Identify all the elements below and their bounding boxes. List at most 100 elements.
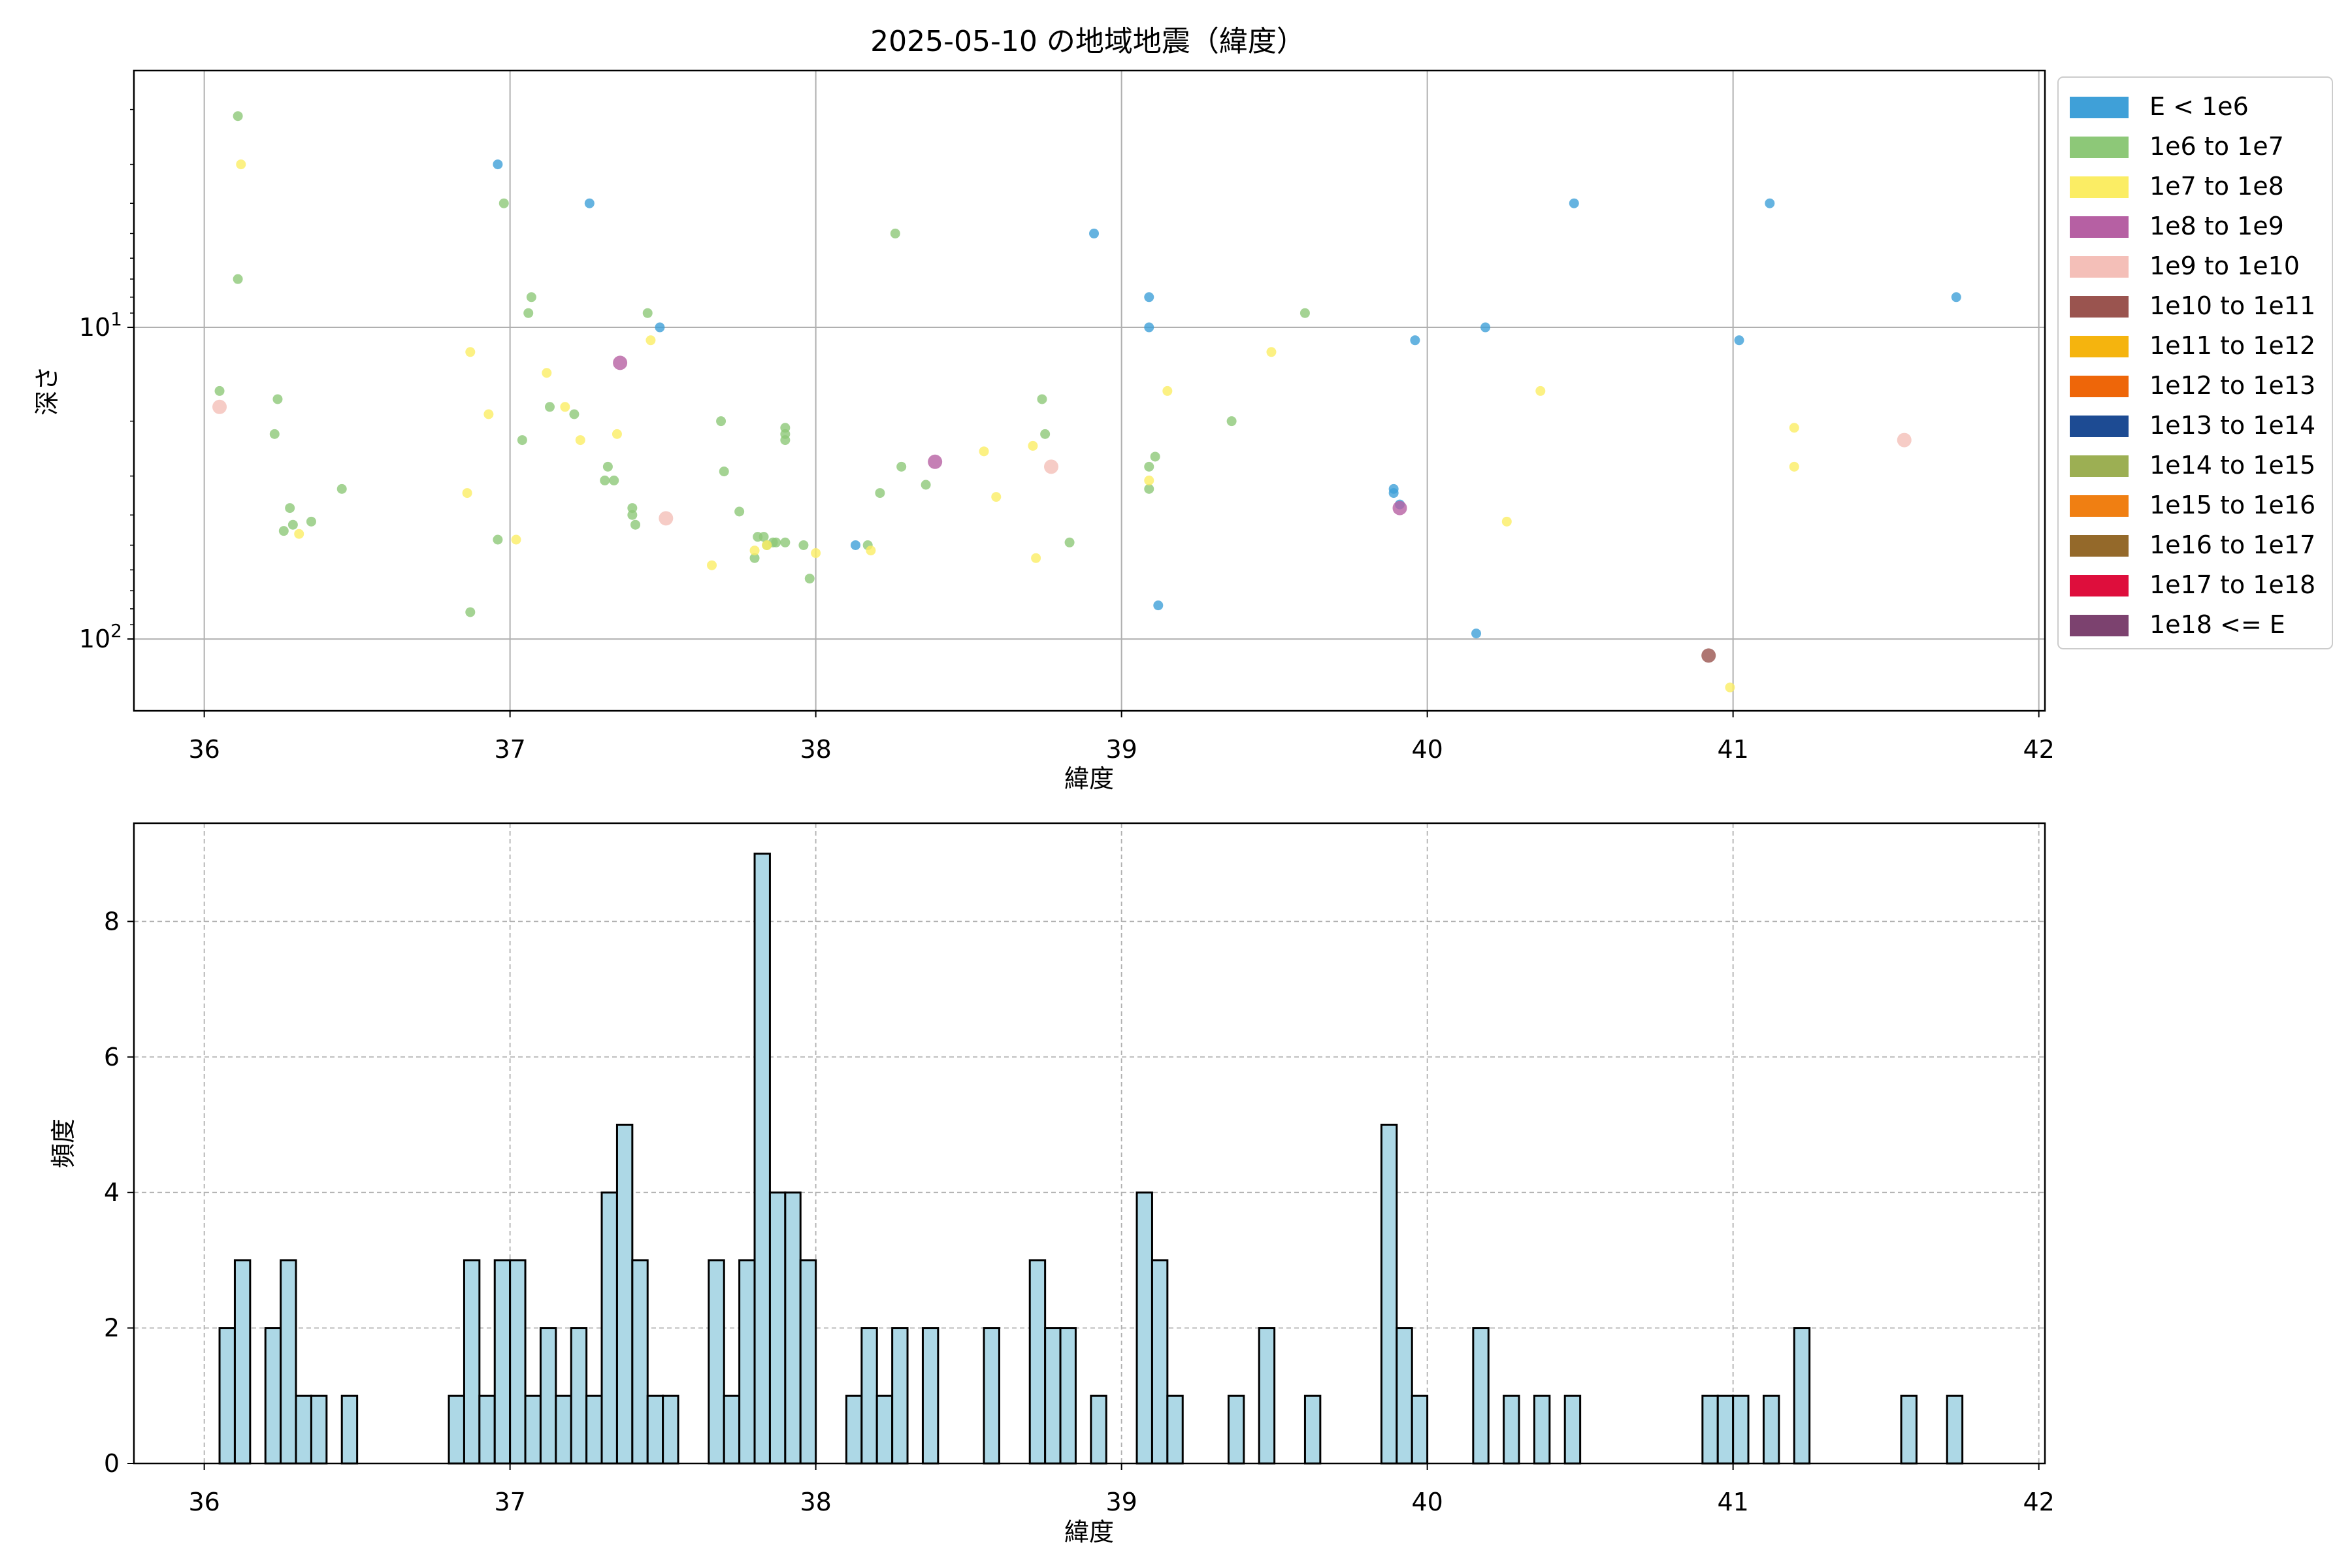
legend-label: 1e10 to 1e11 [2149, 291, 2315, 320]
legend: E < 1e6 1e6 to 1e7 1e7 to 1e8 1e8 to 1e9 1e9… [2057, 76, 2333, 649]
scatter-point [602, 461, 613, 472]
histogram-bar [875, 1394, 894, 1465]
legend-swatch [2070, 495, 2129, 517]
x-tick-label: 38 [800, 1488, 831, 1516]
scatter-point [850, 540, 860, 550]
y-tick-label: 2 [104, 1314, 120, 1343]
histogram-bar [768, 1191, 787, 1465]
scatter-point [866, 546, 876, 556]
histogram-bar [983, 1327, 1000, 1465]
scatter-point [1266, 347, 1277, 357]
scatter-point [493, 159, 503, 170]
scatter-point [1299, 308, 1310, 318]
legend-swatch [2070, 575, 2129, 596]
y-tick-label: 4 [104, 1178, 120, 1207]
x-tick-label: 37 [494, 1488, 525, 1516]
histogram-bar [1044, 1327, 1062, 1465]
legend-swatch [2070, 137, 2129, 158]
scatter-point [798, 540, 809, 550]
scatter-point [1725, 682, 1735, 693]
histogram-bar [539, 1327, 557, 1465]
x-tick-label: 40 [1411, 1488, 1443, 1516]
legend-swatch [2070, 336, 2129, 357]
plot-frame [133, 69, 2046, 712]
scatter-point [287, 519, 298, 530]
histogram-bar [295, 1394, 312, 1465]
grid-lines [127, 823, 2045, 1470]
scatter-point [269, 429, 280, 439]
scatter-point [511, 534, 521, 545]
scatter-point [1480, 322, 1491, 333]
legend-label: 1e9 to 1e10 [2149, 252, 2300, 280]
scatter-point [236, 159, 246, 170]
histogram-bar [753, 853, 771, 1465]
scatter-point [1388, 488, 1399, 498]
scatter-point [526, 292, 536, 302]
histogram-bar [340, 1394, 359, 1465]
scatter-point [462, 488, 472, 498]
scatter-point [278, 526, 289, 536]
y-tick-label: 8 [104, 907, 120, 936]
scatter-point [285, 503, 295, 514]
histogram-bar [524, 1394, 542, 1465]
histogram-bar [646, 1394, 664, 1465]
scatter-point [1765, 198, 1775, 208]
histogram-bar [280, 1259, 297, 1465]
scatter-point [272, 394, 283, 404]
histogram-bar [1028, 1259, 1047, 1465]
scatter-point [1392, 500, 1407, 515]
histogram-bar [1732, 1394, 1750, 1465]
scatter-point [749, 553, 760, 563]
histogram-bar [723, 1394, 741, 1465]
legend-swatch [2070, 535, 2129, 557]
histogram-bar [631, 1259, 649, 1465]
y-tick-label: 102 [79, 620, 122, 653]
histogram-bar [555, 1394, 572, 1465]
y-axis-label: 深さ [33, 366, 61, 416]
scatter-points [212, 111, 1961, 693]
scatter-point [600, 475, 610, 485]
legend-swatch [2070, 97, 2129, 118]
histogram-bar [1716, 1394, 1735, 1465]
legend-label: 1e16 to 1e17 [2149, 531, 2315, 559]
histogram-bar [738, 1259, 756, 1465]
histogram-bar [891, 1327, 909, 1465]
scatter-point [1535, 385, 1546, 396]
histogram-bar [600, 1191, 618, 1465]
histogram-bar [845, 1394, 863, 1465]
legend-label: 1e6 to 1e7 [2149, 132, 2284, 161]
scatter-point [523, 308, 534, 318]
scatter-point [212, 399, 227, 414]
x-tick-label: 37 [494, 735, 525, 764]
y-axis-label: 頻度 [49, 1119, 78, 1168]
legend-label: E < 1e6 [2149, 92, 2249, 121]
scatter-point [1150, 451, 1160, 462]
scatter-point [716, 416, 727, 427]
scatter-point [1471, 629, 1482, 639]
histogram-bar [1793, 1327, 1811, 1465]
scatter-point [762, 540, 772, 550]
histogram-bar [1090, 1394, 1107, 1465]
scatter-point [749, 546, 760, 556]
legend-label: 1e17 to 1e18 [2149, 570, 2315, 599]
scatter-point [1789, 423, 1799, 433]
histogram-bar [448, 1394, 465, 1465]
histogram-bar [509, 1259, 527, 1465]
scatter-point [1701, 648, 1716, 663]
scatter-point [630, 519, 641, 530]
histogram-bar [860, 1327, 878, 1465]
scatter-point [214, 385, 225, 396]
scatter-point [1153, 600, 1164, 611]
scatter-point [627, 510, 638, 520]
legend-label: 1e11 to 1e12 [2149, 331, 2315, 360]
scatter-point [979, 446, 989, 457]
scatter-point [493, 534, 503, 545]
x-tick-label: 39 [1105, 1488, 1137, 1516]
scatter-point [233, 111, 243, 122]
scatter-point [875, 488, 885, 498]
scatter-point [1789, 461, 1799, 472]
scatter-point [1410, 335, 1420, 346]
scatter-point [771, 537, 781, 547]
x-tick-labels: 36 37 38 39 40 41 42 [188, 1488, 2054, 1516]
